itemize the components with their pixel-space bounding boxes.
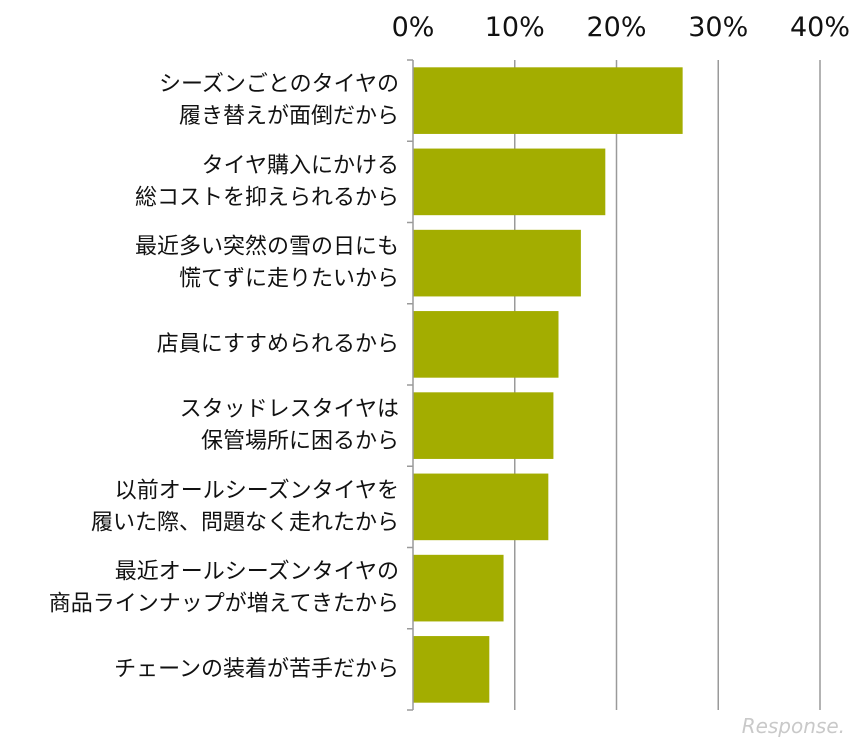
bar xyxy=(413,311,559,378)
category-label: スタッドレスタイヤは保管場所に困るから xyxy=(180,397,399,454)
watermark-text: Response. xyxy=(742,714,845,738)
category-label: タイヤ購入にかける総コストを抑えられるから xyxy=(135,153,399,210)
bar xyxy=(413,67,683,134)
category-label: 最近多い突然の雪の日にも慌てずに走りたいから xyxy=(135,235,399,292)
x-tick-label: 40% xyxy=(790,12,850,43)
bar xyxy=(413,148,606,216)
bar xyxy=(413,554,504,622)
bar xyxy=(413,229,581,297)
category-label: 店員にすすめられるから xyxy=(157,332,399,357)
category-labels: シーズンごとのタイヤの履き替えが面倒だからタイヤ購入にかける総コストを抑えられる… xyxy=(49,72,399,682)
category-label-line: タイヤ購入にかける xyxy=(202,153,399,178)
x-tick-label: 30% xyxy=(688,12,748,43)
bars-group xyxy=(413,67,683,703)
category-label-line: 履き替えが面倒だから xyxy=(179,104,399,129)
bar xyxy=(413,636,490,703)
category-label-line: シーズンごとのタイヤの xyxy=(159,72,399,97)
category-label-line: 以前オールシーズンタイヤを xyxy=(115,478,399,503)
category-label: チェーンの装着が苦手だから xyxy=(114,657,399,682)
x-tick-label: 10% xyxy=(485,12,545,43)
bar xyxy=(413,473,549,541)
y-axis xyxy=(407,59,414,711)
category-label-line: 商品ラインナップが増えてきたから xyxy=(49,592,399,617)
category-label-line: 履いた際、問題なく走れたから xyxy=(91,510,399,535)
category-label: 最近オールシーズンタイヤの商品ラインナップが増えてきたから xyxy=(49,560,399,617)
category-label-line: 慌てずに走りたいから xyxy=(179,267,399,292)
bar xyxy=(413,392,554,459)
x-tick-labels: 0% 10% 20% 30% 40% xyxy=(392,12,850,43)
category-label-line: 最近オールシーズンタイヤの xyxy=(115,560,399,585)
grid-lines xyxy=(514,60,821,710)
category-label-line: チェーンの装着が苦手だから xyxy=(114,657,399,682)
x-tick-label: 20% xyxy=(586,12,646,43)
category-label: 以前オールシーズンタイヤを履いた際、問題なく走れたから xyxy=(91,478,399,535)
watermark-logo: Response. xyxy=(742,714,845,738)
category-label-line: 総コストを抑えられるから xyxy=(135,185,399,210)
category-label-line: スタッドレスタイヤは xyxy=(180,397,399,422)
category-label: シーズンごとのタイヤの履き替えが面倒だから xyxy=(159,72,399,129)
category-label-line: 保管場所に困るから xyxy=(201,429,399,454)
x-tick-label: 0% xyxy=(392,12,435,43)
category-label-line: 店員にすすめられるから xyxy=(157,332,399,357)
category-label-line: 最近多い突然の雪の日にも xyxy=(135,235,399,260)
